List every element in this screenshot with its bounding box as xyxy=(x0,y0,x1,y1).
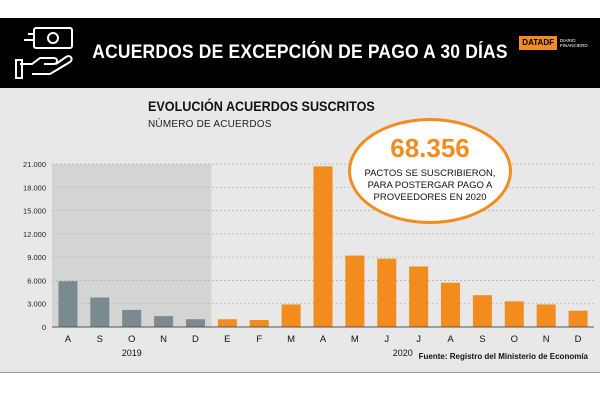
callout-text: PACTOS SE SUSCRIBIERON, PARA POSTERGAR P… xyxy=(364,168,496,203)
bar xyxy=(345,255,365,327)
bar xyxy=(568,310,588,327)
chart-ylabel: NÚMERO DE ACUERDOS xyxy=(148,119,272,130)
x-tick-label: S xyxy=(97,334,103,345)
y-tick-label: 12.000 xyxy=(23,230,46,239)
bar xyxy=(90,297,110,327)
year-label: 2020 xyxy=(393,348,413,358)
bar xyxy=(122,309,142,327)
bar xyxy=(185,319,205,327)
bar xyxy=(377,258,397,327)
bar xyxy=(58,281,78,327)
bar xyxy=(217,319,237,327)
brand-name: DATADF xyxy=(519,36,557,50)
header-bar: ACUERDOS DE EXCEPCIÓN DE PAGO A 30 DÍAS … xyxy=(0,18,600,88)
x-tick-label: M xyxy=(351,334,359,345)
y-tick-label: 18.000 xyxy=(23,183,46,192)
callout-bubble: 68.356 PACTOS SE SUSCRIBIERON, PARA POST… xyxy=(348,118,512,224)
x-tick-label: O xyxy=(511,334,518,345)
x-tick-label: A xyxy=(320,334,327,345)
source-note: Fuente: Registro del Ministerio de Econo… xyxy=(418,352,588,361)
x-tick-label: D xyxy=(575,334,582,345)
bar xyxy=(441,282,461,327)
x-tick-label: E xyxy=(224,334,230,345)
year-label: 2019 xyxy=(122,348,142,358)
bar xyxy=(154,316,174,327)
bar xyxy=(504,301,524,327)
bar xyxy=(281,304,301,327)
brand-logo: DATADF DIARIO FINANCIERO xyxy=(519,36,592,50)
payment-hand-icon xyxy=(15,27,73,79)
callout-value: 68.356 xyxy=(390,133,470,163)
x-tick-label: N xyxy=(160,334,167,345)
x-tick-label: S xyxy=(479,334,485,345)
y-tick-label: 21.000 xyxy=(23,160,46,169)
y-tick-label: 3.000 xyxy=(27,300,46,309)
x-tick-label: A xyxy=(447,334,454,345)
y-tick-label: 15.000 xyxy=(23,207,46,216)
bar xyxy=(313,166,333,327)
bottom-divider xyxy=(0,372,600,373)
bar xyxy=(536,304,556,327)
y-tick-label: 9.000 xyxy=(27,253,46,262)
x-tick-label: M xyxy=(287,334,295,345)
x-tick-label: J xyxy=(416,334,421,345)
x-tick-label: A xyxy=(65,334,72,345)
page-title: ACUERDOS DE EXCEPCIÓN DE PAGO A 30 DÍAS xyxy=(92,42,508,63)
chart-title: EVOLUCIÓN ACUERDOS SUSCRITOS xyxy=(148,98,375,114)
x-tick-label: F xyxy=(256,334,262,345)
x-tick-label: O xyxy=(128,334,135,345)
x-tick-label: N xyxy=(543,334,550,345)
x-tick-label: J xyxy=(384,334,389,345)
y-tick-label: 0 xyxy=(42,323,46,332)
year-2019-shade xyxy=(52,164,212,327)
bar xyxy=(249,320,269,327)
y-tick-label: 6.000 xyxy=(27,276,46,285)
bar xyxy=(409,266,429,327)
x-tick-label: D xyxy=(192,334,199,345)
brand-subtitle: DIARIO FINANCIERO xyxy=(560,38,588,48)
bar xyxy=(472,295,492,327)
